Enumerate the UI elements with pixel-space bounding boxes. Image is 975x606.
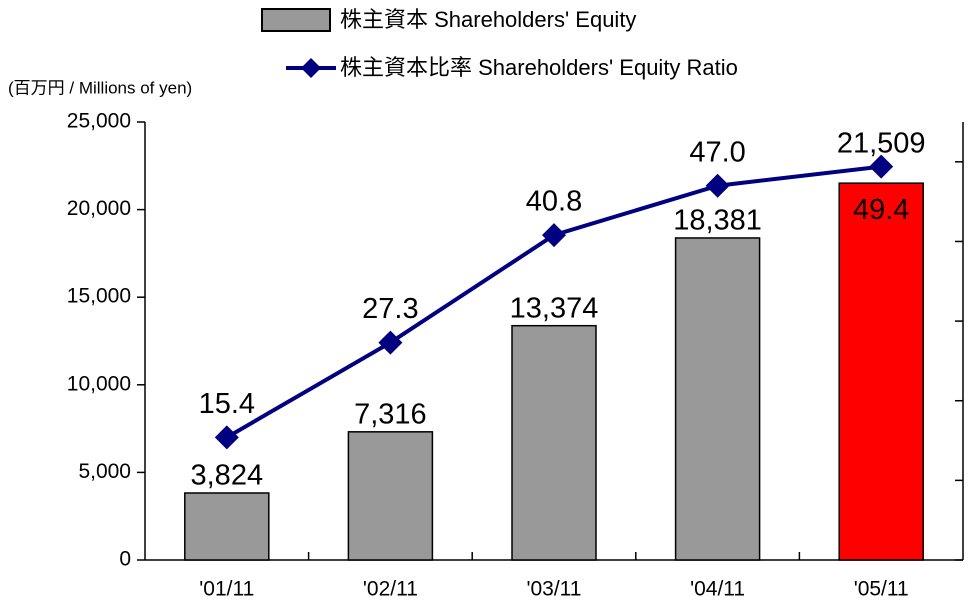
line-value-label: 49.4 xyxy=(853,194,909,226)
y-tick-label: 15,000 xyxy=(67,285,131,308)
legend-label: 株主資本 Shareholders' Equity xyxy=(340,7,636,32)
y-tick-label: 10,000 xyxy=(67,372,131,395)
bar xyxy=(184,492,270,561)
line-marker xyxy=(542,223,566,248)
x-tick-label: '03/11 xyxy=(526,578,581,601)
bar xyxy=(674,237,761,561)
x-tick-label: '01/11 xyxy=(199,578,254,601)
line-marker xyxy=(705,173,730,198)
legend-marker xyxy=(301,58,321,78)
bar xyxy=(838,182,924,561)
legend-swatch-bar xyxy=(261,8,331,32)
line-marker xyxy=(214,425,239,450)
x-tick-label: '04/11 xyxy=(690,578,745,601)
bar xyxy=(347,431,434,561)
x-tick-label: '05/11 xyxy=(854,578,909,601)
line-marker xyxy=(378,330,403,355)
x-tick-label: '02/11 xyxy=(363,578,418,601)
line-value-label: 47.0 xyxy=(689,136,745,168)
y-tick-label: 0 xyxy=(119,548,131,571)
line-value-label: 15.4 xyxy=(199,388,255,420)
y-tick-label: 5,000 xyxy=(78,460,131,483)
bar-value-label: 3,824 xyxy=(191,460,264,492)
legend-label: 株主資本比率 Shareholders' Equity Ratio xyxy=(340,55,738,80)
bar xyxy=(511,324,597,561)
bar-value-label: 18,381 xyxy=(673,205,762,237)
bar-value-label: 21,509 xyxy=(837,127,926,159)
bar-value-label: 7,316 xyxy=(354,398,427,430)
y-tick-label: 20,000 xyxy=(67,197,131,220)
line-value-label: 40.8 xyxy=(526,186,582,218)
y-axis-label: (百万円 / Millions of yen) xyxy=(8,78,192,97)
line-value-label: 27.3 xyxy=(362,293,418,325)
y-tick-label: 25,000 xyxy=(67,110,131,133)
bar-value-label: 13,374 xyxy=(510,292,599,324)
line-marker xyxy=(869,154,894,179)
